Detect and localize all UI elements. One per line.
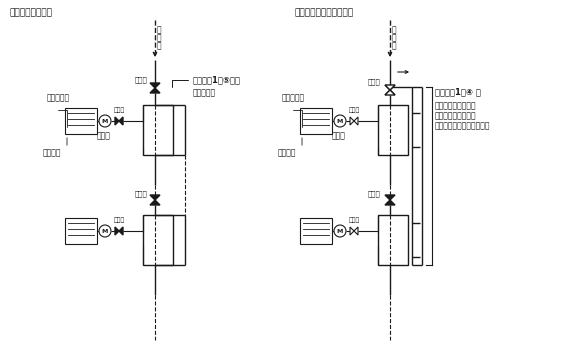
Polygon shape [115,227,119,235]
Text: （閉）: （閉） [349,107,360,113]
Text: M: M [102,118,108,124]
Bar [378,105,408,155]
Text: （通常供給状態）: （通常供給状態） [10,8,53,17]
Circle shape [334,115,346,127]
Polygon shape [119,227,123,235]
Polygon shape [150,83,160,88]
Text: （閉）: （閉） [349,217,360,223]
Circle shape [99,225,111,237]
Polygon shape [119,117,123,125]
Polygon shape [150,200,160,205]
Text: M: M [337,228,343,233]
Text: M: M [102,228,108,233]
Polygon shape [150,195,160,200]
Text: 技術指針1の⑤ニに: 技術指針1の⑤ニに [193,75,241,84]
Text: 燃焼機器: 燃焼機器 [278,148,296,157]
Polygon shape [150,88,160,93]
Polygon shape [350,117,354,125]
Text: 管が兼用になっている。）: 管が兼用になっている。） [435,121,491,130]
Text: 流量計: 流量計 [97,131,111,140]
Bar [300,108,332,134]
Text: （開）: （開） [113,217,125,223]
Polygon shape [354,227,358,235]
Text: 技術指針1の④ キ: 技術指針1の④ キ [435,87,481,96]
Text: 戸別タンク: 戸別タンク [47,93,70,102]
Text: 戸別タンク: 戸別タンク [282,93,305,102]
Bar [65,108,97,134]
Text: 供
給
管: 供 給 管 [392,25,396,50]
Text: 燃焼機器: 燃焼機器 [43,148,62,157]
Bar [65,218,97,244]
Polygon shape [385,85,395,90]
Circle shape [99,115,111,127]
Polygon shape [385,200,395,205]
Text: （部分的供給遮断状態）: （部分的供給遮断状態） [295,8,354,17]
Text: M: M [337,118,343,124]
Text: （開）: （開） [134,190,147,197]
Text: 規定する弁: 規定する弁 [193,88,216,97]
Text: ただし書に適合する: ただし書に適合する [435,101,477,110]
Bar [300,218,332,244]
Polygon shape [354,117,358,125]
Text: 配管（戻り管と供給: 配管（戻り管と供給 [435,111,477,120]
Polygon shape [385,90,395,95]
Text: （開）: （開） [134,76,147,83]
Bar [143,105,173,155]
Bar [143,215,173,265]
Text: 流量計: 流量計 [332,131,346,140]
Text: 供
給
管: 供 給 管 [157,25,162,50]
Polygon shape [385,195,395,200]
Polygon shape [115,117,119,125]
Text: （閉）: （閉） [367,78,380,84]
Bar [378,215,408,265]
Text: （開）: （開） [113,107,125,113]
Text: （開）: （開） [367,190,380,197]
Circle shape [334,225,346,237]
Polygon shape [350,227,354,235]
